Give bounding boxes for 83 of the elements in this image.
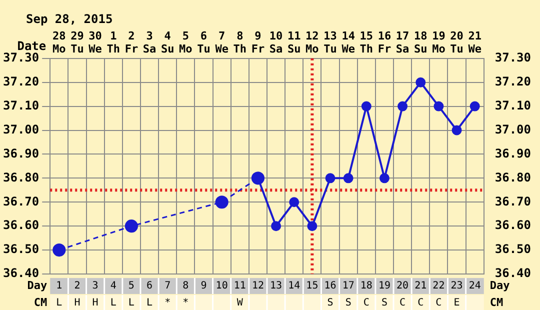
x-tick-label: 19 Mo (432, 29, 446, 56)
text: S (381, 298, 388, 309)
y2-tick-label: 36.50 (494, 242, 531, 256)
x-tick-label: 13 Tu (324, 29, 337, 56)
point (452, 125, 462, 136)
x-tick-label: 30 We (88, 29, 102, 56)
point (124, 220, 138, 233)
x-tick-label: 20 Tu (450, 29, 464, 56)
x-tick-label: 15 Th (360, 29, 374, 56)
y-tick-label: 37.20 (3, 74, 40, 88)
point (307, 221, 318, 232)
text: L (146, 298, 153, 309)
text: * (182, 298, 189, 309)
x-tick-label: 14 We (342, 29, 356, 56)
point (416, 77, 426, 88)
x-tick-label: 21 We (468, 29, 482, 56)
point (52, 243, 66, 257)
y2-tick-label: 37.20 (494, 74, 531, 88)
text: L (110, 298, 116, 309)
text: * (164, 298, 171, 309)
text: C (400, 298, 406, 309)
point (215, 196, 228, 209)
y2-tick-label: 37.30 (494, 50, 531, 65)
point (434, 101, 444, 112)
text: CM (490, 296, 504, 309)
x-tick-label: 9 Fr (251, 29, 265, 56)
x-tick-label: 10 Sa (269, 29, 283, 56)
y-tick-label: 37.30 (3, 50, 40, 65)
y2-tick-label: 36.70 (494, 194, 531, 208)
y-tick-label: 36.90 (3, 146, 40, 160)
text: C (418, 298, 424, 309)
y-tick-label: 36.70 (3, 194, 40, 208)
text: S (345, 298, 352, 309)
y2-tick-label: 36.80 (494, 170, 531, 184)
y-tick-label: 36.50 (3, 242, 40, 256)
x-tick-label: 11 Su (287, 29, 302, 56)
text: L (56, 298, 62, 309)
text: Day (490, 278, 510, 292)
y-tick-label: 37.00 (3, 122, 40, 136)
text: H (74, 298, 80, 309)
point (271, 221, 282, 232)
text: S (327, 298, 334, 309)
y2-tick-label: 36.60 (494, 218, 531, 232)
point (361, 101, 372, 112)
x-tick-label: 17 Sa (396, 29, 410, 56)
x-tick-label: 8 Th (233, 29, 247, 56)
point (343, 173, 354, 184)
x-tick-label: 6 Tu (197, 29, 210, 56)
point (398, 101, 408, 112)
point (325, 173, 336, 184)
x-tick-label: 7 We (215, 29, 229, 56)
x-tick-label: 16 Fr (378, 29, 392, 56)
text: C (436, 298, 442, 309)
text: CM (34, 296, 48, 309)
x-tick-label: 12 Mo (306, 29, 320, 56)
text: Day (27, 278, 48, 292)
x-tick-label: 28 Mo (52, 29, 66, 56)
y2-tick-label: 36.90 (494, 146, 531, 160)
point (379, 173, 390, 184)
point (289, 197, 300, 208)
y-tick-label: 36.40 (3, 266, 40, 280)
text: 1 2 3 4 5 6 7 8 9 10 11 12 13 14 15 16 17 18 19 20 21 22 23 24 (56, 280, 481, 292)
y2-tick-label: 37.10 (494, 98, 531, 112)
x-tick-label: 1 Th (106, 29, 120, 56)
text: L (128, 298, 134, 309)
x-tick-label: 5 Mo (179, 29, 193, 56)
chart-title: Sep 28, 2015 (26, 12, 113, 26)
x-axis-title: Date (17, 39, 46, 54)
x-tick-label: 29 Tu (70, 29, 84, 56)
x-tick-label: 18 Su (414, 29, 428, 56)
y-tick-label: 37.10 (3, 98, 40, 112)
text: C (363, 298, 370, 309)
text: H (92, 298, 98, 309)
y-tick-label: 36.80 (3, 170, 40, 184)
text: W (236, 298, 244, 309)
point (470, 101, 480, 112)
x-tick-label: 4 Su (160, 29, 174, 56)
y-tick-label: 36.60 (3, 218, 40, 232)
y2-tick-label: 37.00 (494, 122, 531, 136)
text: E (454, 298, 460, 309)
y2-tick-label: 36.40 (494, 266, 531, 280)
x-tick-label: 2 Fr (124, 29, 138, 56)
x-tick-label: 3 Sa (142, 29, 156, 56)
